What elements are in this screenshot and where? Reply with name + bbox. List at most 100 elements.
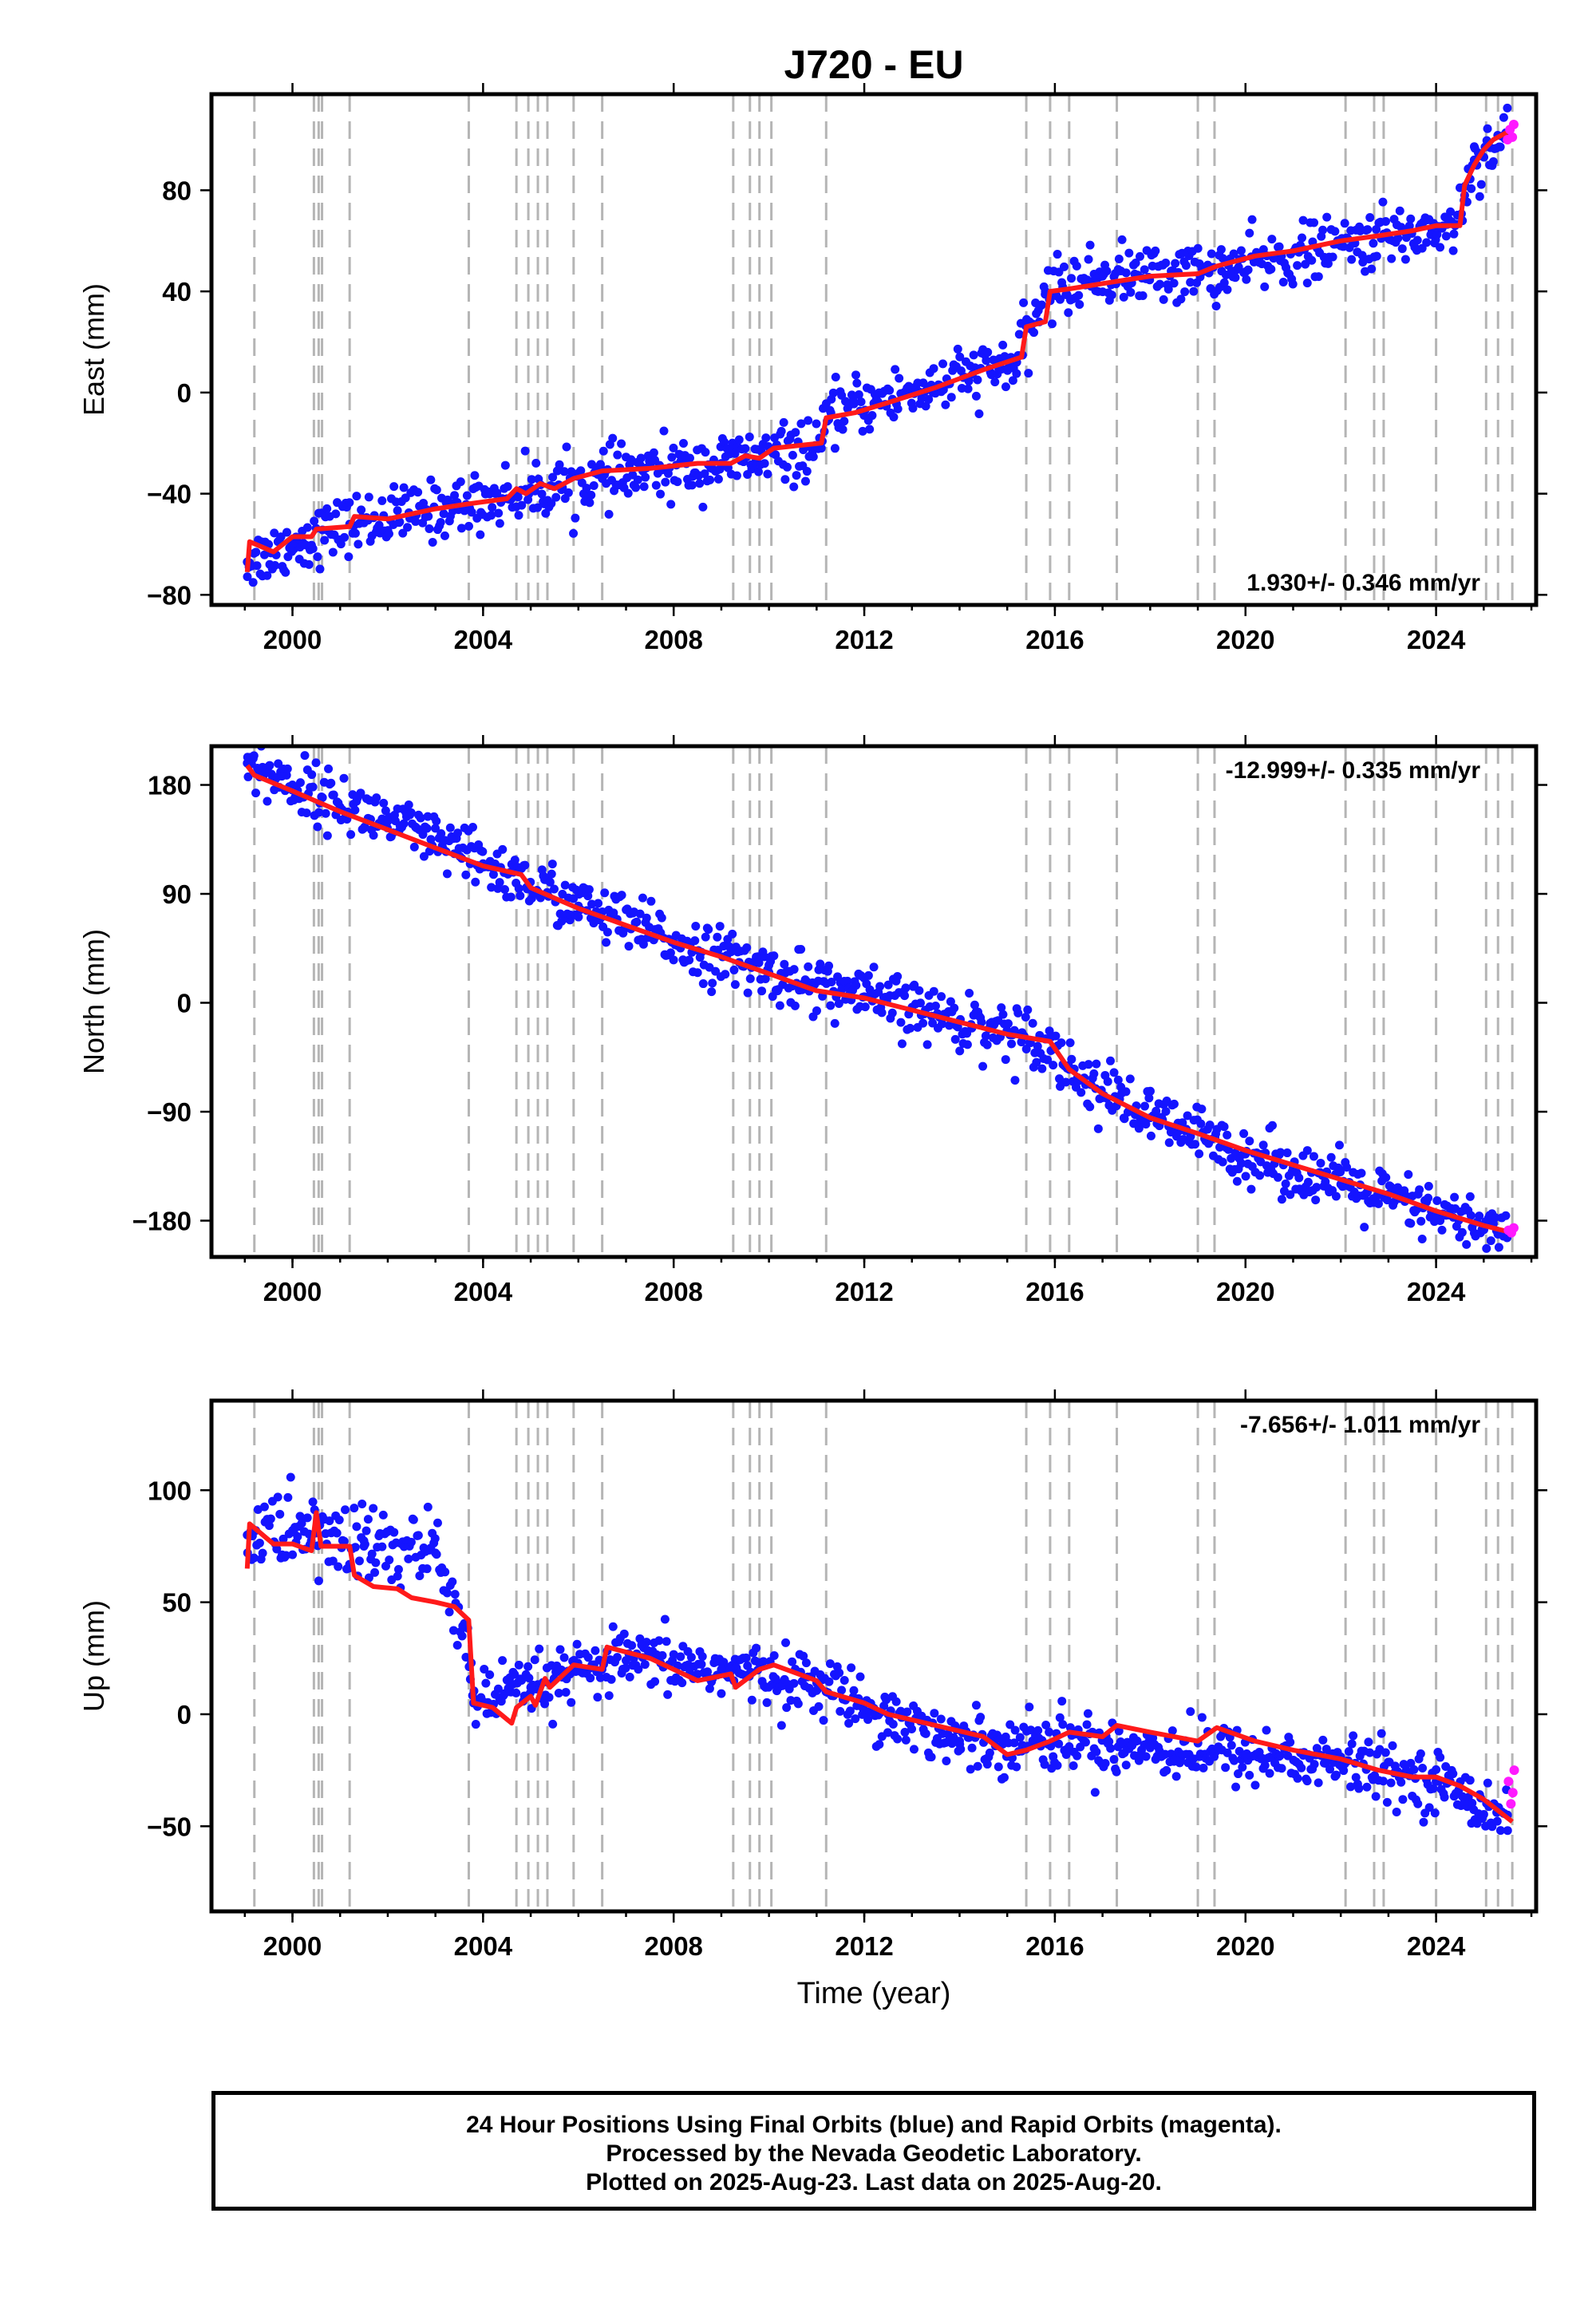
data-point — [1197, 1105, 1207, 1114]
data-point — [1045, 1727, 1054, 1737]
data-point — [1398, 1795, 1408, 1804]
data-point — [389, 482, 399, 492]
data-point — [893, 972, 903, 982]
data-point — [252, 561, 262, 571]
data-point — [685, 453, 694, 463]
data-point — [690, 936, 700, 946]
data-point — [1346, 1782, 1356, 1792]
trend-fit-line — [244, 1510, 1514, 1824]
data-point — [369, 831, 378, 840]
data-point — [526, 1682, 535, 1692]
data-point — [1467, 184, 1476, 193]
data-point — [439, 509, 448, 519]
y-tick-label: 80 — [162, 176, 192, 205]
data-point — [1234, 1769, 1243, 1779]
data-point — [1058, 1720, 1068, 1729]
data-point — [720, 437, 729, 447]
data-point — [1334, 1140, 1344, 1150]
data-point — [1001, 1055, 1010, 1065]
data-point — [248, 578, 258, 587]
data-point — [646, 896, 656, 906]
data-point — [358, 1499, 367, 1508]
data-point — [982, 1760, 992, 1769]
data-point — [1241, 1750, 1250, 1760]
data-point — [965, 988, 974, 998]
data-point — [981, 1031, 990, 1041]
data-point — [609, 908, 618, 918]
data-point — [891, 1697, 901, 1706]
data-point — [1448, 1769, 1458, 1779]
data-point — [956, 1745, 966, 1754]
x-tick-label: 2024 — [1407, 625, 1466, 654]
data-point — [642, 913, 651, 923]
data-point — [339, 1536, 349, 1546]
data-point — [1065, 1038, 1075, 1048]
data-point — [697, 1652, 707, 1662]
data-point — [259, 1502, 269, 1512]
data-point — [971, 1701, 981, 1710]
data-point — [310, 516, 319, 526]
data-point — [531, 458, 541, 468]
y-tick-label: −40 — [147, 480, 192, 509]
data-point — [1169, 1099, 1179, 1109]
data-point — [619, 1629, 629, 1638]
data-point — [1217, 267, 1227, 276]
data-point — [762, 1697, 772, 1707]
data-point — [713, 474, 723, 484]
data-point — [978, 1061, 988, 1071]
data-point — [275, 1509, 285, 1519]
data-point — [334, 1516, 344, 1525]
data-point — [1250, 1780, 1260, 1790]
data-point — [950, 1003, 959, 1013]
data-point — [900, 991, 910, 1001]
data-point — [659, 426, 669, 436]
data-point — [503, 482, 512, 492]
data-point — [370, 1567, 380, 1577]
data-point — [640, 1660, 650, 1670]
data-point — [524, 1674, 534, 1683]
data-point — [802, 467, 812, 476]
data-point — [816, 444, 826, 453]
data-point — [994, 1762, 1003, 1772]
x-tick-label: 2024 — [1407, 1931, 1466, 1961]
data-point — [1288, 279, 1298, 289]
data-point — [1215, 1142, 1225, 1152]
data-point — [279, 1534, 288, 1543]
data-point — [638, 939, 648, 949]
data-point — [835, 1668, 844, 1678]
data-point — [926, 1753, 936, 1762]
data-point — [602, 938, 611, 947]
data-point — [419, 852, 429, 861]
data-point — [1275, 1751, 1285, 1761]
y-tick-label: 40 — [162, 277, 192, 306]
data-point — [1331, 1770, 1341, 1780]
data-point — [705, 1684, 714, 1694]
data-point — [328, 547, 338, 557]
data-point — [974, 409, 984, 419]
data-point — [990, 377, 1000, 387]
data-point — [632, 917, 642, 927]
data-point — [258, 1548, 267, 1558]
data-point — [527, 475, 536, 484]
data-point — [839, 1676, 849, 1686]
data-point — [516, 891, 525, 900]
data-point — [747, 1695, 757, 1705]
data-point — [604, 1691, 614, 1701]
data-point — [1121, 1761, 1131, 1770]
data-point — [1057, 1038, 1066, 1048]
data-point — [745, 432, 754, 441]
trend-fit-line — [245, 764, 1513, 1235]
data-point — [1483, 124, 1492, 133]
data-point — [669, 443, 678, 453]
data-point — [431, 1548, 440, 1558]
data-point — [423, 812, 433, 821]
data-point — [413, 1531, 423, 1540]
x-tick-label: 2004 — [454, 625, 513, 654]
data-point — [1010, 1076, 1020, 1085]
data-point — [713, 932, 722, 942]
data-point — [1055, 294, 1065, 304]
data-point — [623, 488, 633, 498]
data-point — [1073, 1751, 1082, 1761]
data-point — [1491, 1213, 1500, 1223]
data-point — [693, 968, 702, 978]
